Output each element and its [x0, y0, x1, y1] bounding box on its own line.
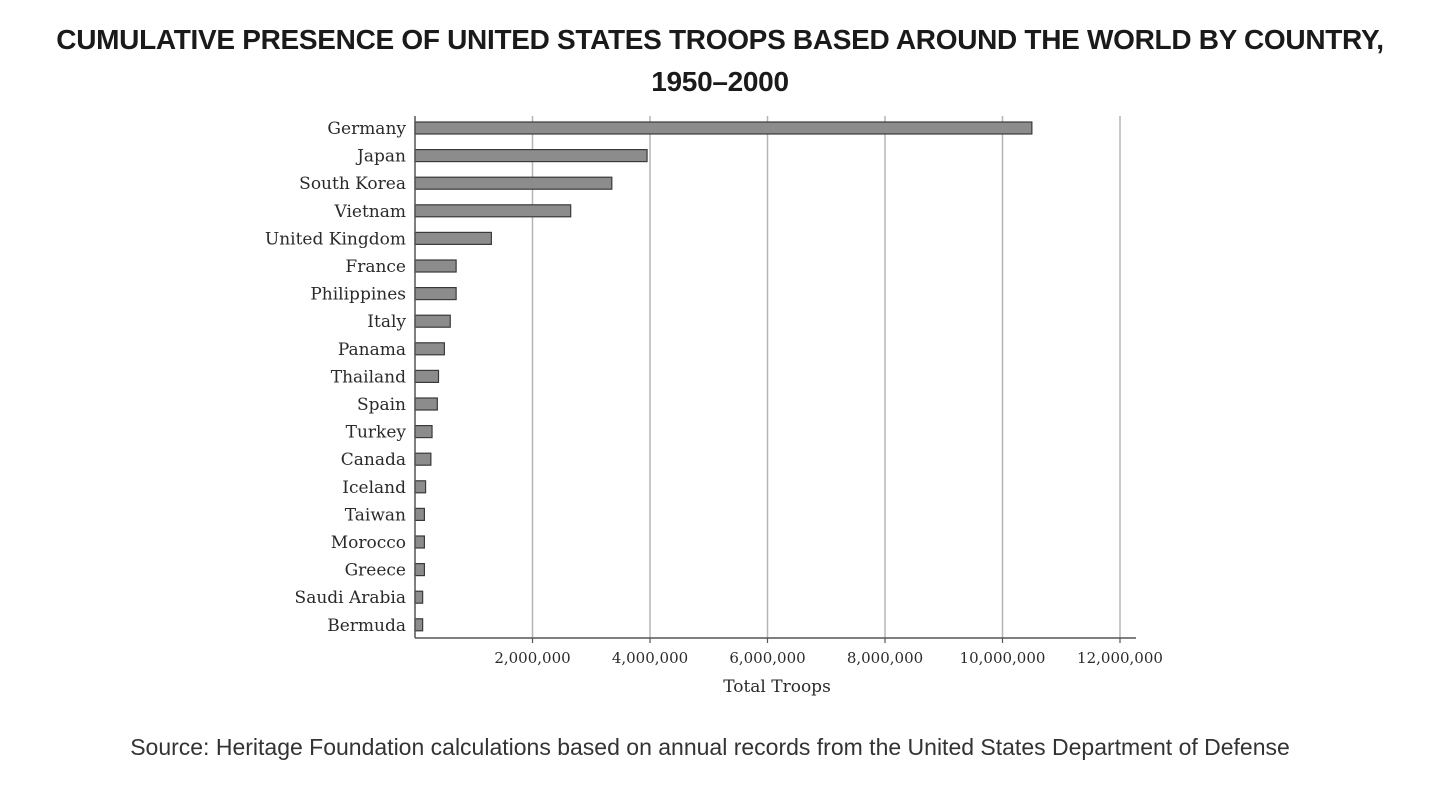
bar — [414, 618, 424, 632]
chart-title-years: 1950–2000 — [651, 66, 789, 97]
bar — [414, 149, 648, 163]
bars — [414, 121, 1033, 632]
x-tick-label: 10,000,000 — [960, 649, 1046, 667]
category-label: France — [345, 257, 406, 277]
category-label: South Korea — [299, 174, 406, 194]
bar — [414, 397, 438, 411]
bar — [414, 287, 457, 301]
x-tick-label: 6,000,000 — [729, 649, 805, 667]
chart-title: CUMULATIVE PRESENCE OF UNITED STATES TRO… — [56, 24, 1384, 55]
x-tick-label: 12,000,000 — [1077, 649, 1163, 667]
category-label: Vietnam — [333, 202, 406, 222]
bar — [414, 259, 457, 273]
category-label: Saudi Arabia — [295, 588, 406, 608]
gridlines — [531, 116, 1121, 638]
x-tick-labels: 2,000,000 4,000,000 6,000,000 8,000,000 10,0… — [494, 649, 1163, 667]
category-label: Italy — [367, 312, 406, 332]
category-label: Taiwan — [345, 505, 406, 525]
category-label: Canada — [341, 450, 406, 470]
category-label: Greece — [345, 561, 406, 581]
bar — [414, 562, 425, 577]
category-label: Bermuda — [327, 616, 406, 636]
bar — [414, 452, 432, 466]
bar — [414, 314, 451, 328]
bar — [414, 425, 433, 439]
category-label: Philippines — [310, 285, 406, 305]
category-label: Panama — [338, 340, 406, 360]
source-note: Source: Heritage Foundation calculations… — [130, 734, 1290, 760]
category-label: Japan — [355, 147, 406, 167]
bar — [414, 535, 425, 549]
bar — [414, 342, 445, 356]
x-tick-label: 8,000,000 — [847, 649, 923, 667]
category-label: United Kingdom — [265, 229, 406, 249]
category-label: Turkey — [346, 423, 407, 443]
category-label: Morocco — [331, 533, 406, 553]
category-label: Iceland — [342, 478, 406, 498]
bar — [414, 121, 1033, 135]
category-labels: Germany Japan South Korea Vietnam United Kin… — [265, 119, 407, 636]
axes — [414, 116, 1136, 643]
x-axis-title: Total Troops — [723, 677, 831, 697]
bar — [414, 507, 425, 521]
x-tick-label: 4,000,000 — [612, 649, 688, 667]
category-label: Spain — [357, 395, 406, 415]
category-label: Thailand — [331, 367, 406, 387]
bar — [414, 204, 572, 218]
category-label: Germany — [327, 119, 406, 139]
bar — [414, 231, 492, 245]
bar — [414, 480, 427, 494]
bar — [414, 369, 440, 383]
bar — [414, 590, 424, 604]
bar — [414, 176, 613, 190]
x-tick-label: 2,000,000 — [494, 649, 570, 667]
